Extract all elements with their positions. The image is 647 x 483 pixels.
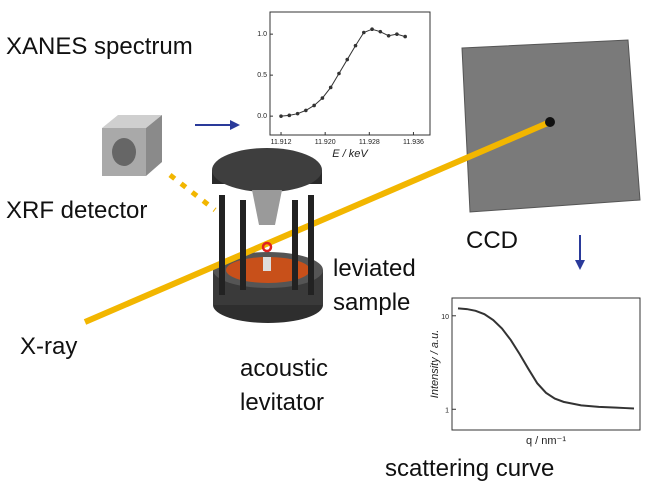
arrow-head bbox=[575, 260, 585, 270]
data-point bbox=[304, 109, 308, 113]
y-tick-label: 0.5 bbox=[257, 72, 267, 79]
data-point bbox=[337, 72, 341, 76]
data-point bbox=[296, 112, 300, 116]
label: XANES spectrum bbox=[6, 33, 193, 60]
rod bbox=[292, 200, 298, 290]
droplet bbox=[263, 243, 271, 251]
label: levitator bbox=[240, 389, 324, 416]
x-tick-label: 11.936 bbox=[403, 139, 424, 146]
label: XRF detector bbox=[6, 197, 147, 224]
chart-frame bbox=[270, 12, 430, 135]
data-point bbox=[379, 30, 383, 34]
detector-window bbox=[112, 138, 136, 166]
diagram: XANES spectrum XRF detector CCD leviated… bbox=[0, 0, 647, 483]
data-point bbox=[279, 114, 283, 118]
x-tick-label: 11.920 bbox=[315, 139, 336, 146]
data-point bbox=[329, 86, 333, 90]
x-tick-label: 11.912 bbox=[271, 139, 292, 146]
data-point bbox=[370, 27, 374, 31]
data-point bbox=[362, 31, 366, 35]
label: acoustic bbox=[240, 355, 328, 382]
chart-frame bbox=[452, 298, 640, 430]
rod bbox=[240, 200, 246, 290]
data-point bbox=[345, 58, 349, 62]
data-point bbox=[354, 44, 358, 48]
x-tick-label: 11.928 bbox=[359, 139, 380, 146]
xrf-beam bbox=[170, 175, 215, 210]
data-point bbox=[312, 104, 316, 108]
reflector bbox=[263, 257, 271, 271]
y-tick-label: 10 bbox=[441, 314, 449, 321]
transducer bbox=[252, 190, 282, 225]
arrow-head bbox=[230, 120, 240, 130]
data-point bbox=[395, 32, 399, 36]
label: CCD bbox=[466, 227, 518, 254]
y-tick-label: 1.0 bbox=[257, 31, 267, 38]
data-point bbox=[403, 35, 407, 39]
x-axis-label: E / keV bbox=[332, 148, 369, 160]
beam-spot bbox=[545, 117, 555, 127]
x-axis-label: q / nm⁻¹ bbox=[526, 435, 566, 447]
y-axis-label: Intensity / a.u. bbox=[429, 330, 441, 398]
data-point bbox=[321, 96, 325, 100]
data-point bbox=[288, 114, 292, 118]
top-plate bbox=[212, 148, 322, 192]
label: scattering curve bbox=[385, 455, 554, 482]
label: sample bbox=[333, 289, 410, 316]
y-tick-label: 0.0 bbox=[257, 113, 267, 120]
rod bbox=[308, 195, 314, 295]
data-point bbox=[387, 34, 391, 38]
label: X-ray bbox=[20, 333, 77, 360]
rod bbox=[219, 195, 225, 295]
label: leviated bbox=[333, 255, 416, 282]
y-tick-label: 1 bbox=[445, 407, 449, 414]
